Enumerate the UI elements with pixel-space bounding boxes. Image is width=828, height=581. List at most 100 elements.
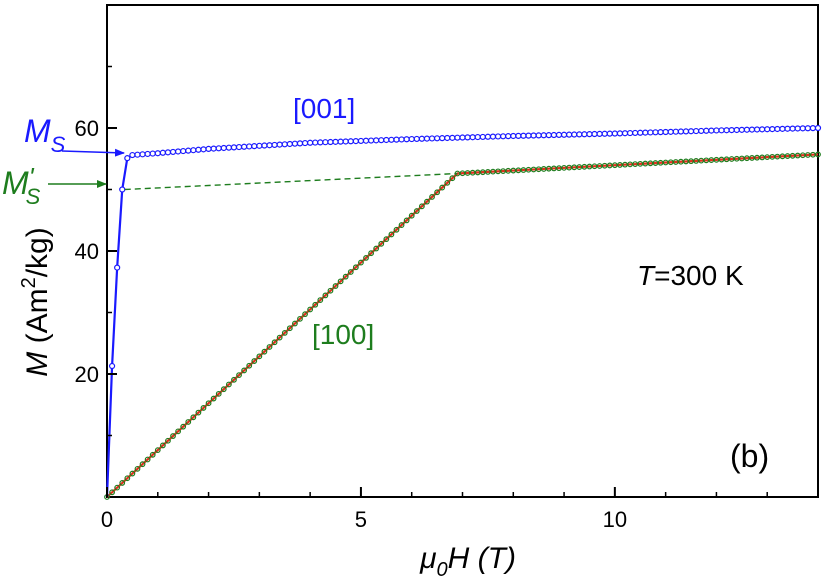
series-100-point [154,447,161,454]
series-100-point [271,339,278,346]
series-100-point [124,475,131,482]
series-001-point [581,131,588,138]
series-001-point [367,137,375,144]
plot-frame [106,4,819,498]
series-001-point [124,155,131,162]
ms-prime-symbol: M [2,165,29,201]
series-001-point [403,136,410,143]
ms-arrow [61,148,125,157]
x-tick-label: 10 [603,507,627,532]
series-001-point [728,126,735,134]
ms-prime-prime: ' [29,162,35,192]
series-001-point [667,128,674,135]
series-001-point [169,148,177,156]
series-001-point [687,128,695,135]
series-100-point [358,259,364,266]
y-axis-title-symbol: M [21,352,54,377]
series-001-point [657,129,664,136]
series-001-point [560,131,568,138]
series-100-point [119,480,126,486]
series-001-point [220,144,227,152]
series-001-point [743,126,751,133]
series-100-point [327,287,334,294]
series-001-point [144,150,151,158]
series-100-point [261,348,268,355]
ms-subscript: S [51,132,66,157]
series-100-point [434,189,441,196]
series-001-point [235,143,243,151]
ms-prime-guide-line [124,172,458,191]
series-001-point [489,133,497,140]
series-001-point [352,137,359,145]
series-100-point [281,330,288,336]
series-001-point [296,140,304,147]
series-001-point [413,135,420,143]
series-100-point [439,184,446,191]
series-001-point [418,135,425,142]
series-001-point [479,133,486,141]
series-100-point [159,442,166,449]
series-001-point [814,124,822,132]
series-001-point [312,139,319,146]
series-001-point [154,150,161,157]
series-001-point [540,132,547,139]
series-001-point [393,136,400,143]
series-001-layer [105,124,822,498]
series-001-point [804,125,811,132]
series-001-point [571,131,578,138]
label-001: [001] [293,93,355,124]
series-001-point [149,150,156,157]
series-001-point [677,128,684,135]
series-001-point [398,136,405,143]
series-001-point [703,127,710,134]
temperature-symbol: T [637,260,656,291]
series-001-point [748,126,756,133]
series-100-point [398,222,405,228]
series-001-point [266,142,273,149]
series-100-point [297,315,303,322]
series-001-point [210,145,217,152]
ms-prime-guide-layer [124,172,458,191]
series-001-point [337,138,344,145]
series-100-point [368,250,374,257]
series-100-point [241,367,248,374]
series-001-point [809,125,817,132]
y-axis-ticks: 20 40 60 [75,4,117,437]
series-001-point [759,126,766,133]
series-001-point [322,139,329,146]
series-100-point [210,395,217,402]
series-001-point [621,130,629,137]
series-001-point [611,130,618,137]
series-001-point [774,125,781,133]
series-100-point [383,236,390,243]
series-001-point [708,127,715,134]
series-100-point [444,179,451,186]
series-001-point [693,127,700,135]
series-001-point [738,126,745,133]
series-001-point [108,362,116,370]
series-100-point [129,470,136,477]
y-tick-label: 40 [75,239,99,264]
series-100-point [180,423,187,430]
y-axis-title: M (Am2/kg) [18,227,54,376]
series-100-point [388,231,395,238]
series-001-point [626,129,634,137]
series-001-point [662,128,669,136]
series-001-point [566,131,573,138]
series-001-point [383,136,390,144]
series-001-point [733,126,740,134]
series-001-point [444,134,451,142]
series-100-point [215,390,222,397]
series-001-point [500,133,507,140]
x-axis-title: μ0H (T) [419,542,516,581]
series-fit-layer [106,153,819,498]
series-001-point [789,125,796,132]
series-001-point [718,127,725,134]
series-100-point [266,344,273,350]
series-001-point [652,129,659,136]
y-axis-title-superscript: 2 [18,277,40,288]
series-001-point [114,264,121,271]
series-100-point [114,484,121,491]
series-001-point [342,138,349,145]
x-axis-title-rest: H (T) [448,542,516,575]
